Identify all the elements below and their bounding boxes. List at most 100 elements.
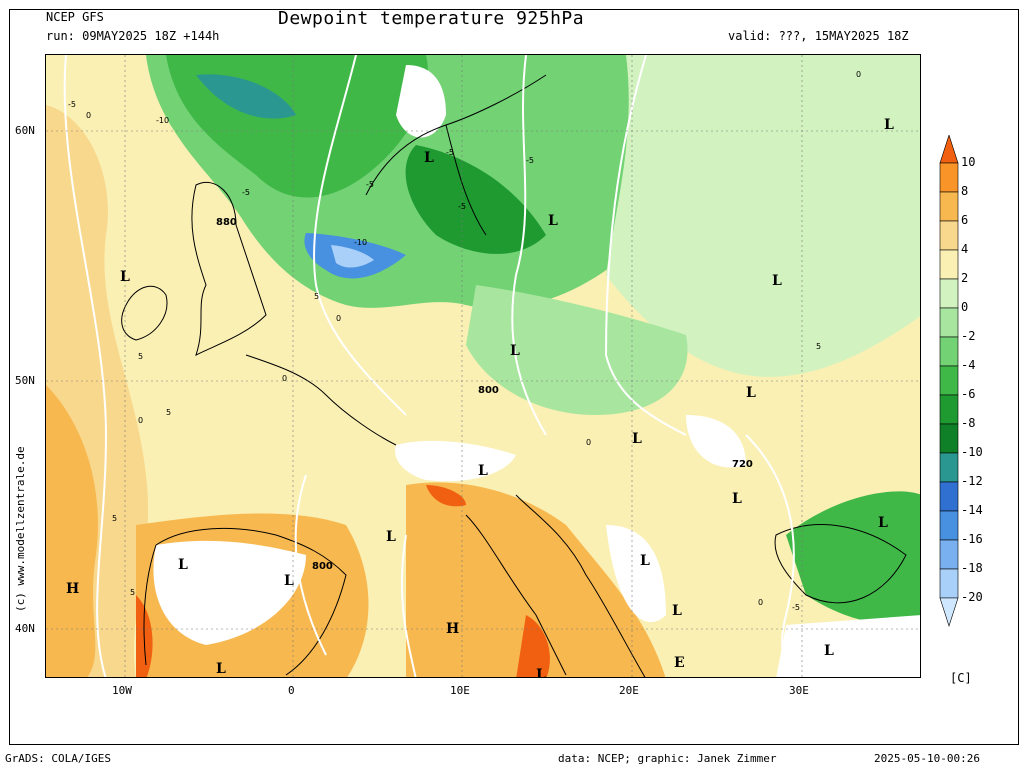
contour-value: 0 [586,438,591,447]
valid-time: valid: ???, 15MAY2025 18Z [728,29,909,43]
low-label: L [216,661,226,677]
lon-label-10w: 10W [112,684,132,697]
contour-value: 5 [816,342,821,351]
contour-south [294,474,327,656]
contour-value: -10 [354,238,367,247]
contour-value: 5 [112,514,117,523]
high-label: H [446,621,459,637]
low-label: L [424,150,434,166]
contour-east [604,55,687,436]
colorbar-unit: [C] [950,671,972,685]
contour-value-labels: -5 0 -10 -5 -5 -5 -5 -10 -5 0 5 0 5 0 5 … [68,70,861,612]
scandinavia-coast [365,74,547,236]
dewpoint-map: L L L L L L L L L L L L L L L L L L L H … [45,54,921,678]
extra-label: E [674,655,685,671]
contour-value: 0 [138,416,143,425]
colorbar-level-label: -6 [961,387,976,401]
contour-value: 5 [130,588,135,597]
low-label: L [178,557,188,573]
iberia-mask [153,540,306,645]
alps-mask [395,440,516,482]
contour-value: 5 [314,292,319,301]
colorbar-level-label: 8 [961,184,969,198]
chart-frame [9,9,1019,745]
colorbar-level-label: 2 [961,271,969,285]
colorbar-bottom-arrow [939,597,959,627]
contour-value: 0 [758,598,763,607]
colorbar-swatch [939,452,959,483]
colorbar-swatch [939,249,959,280]
height-contours [63,55,803,677]
colorbar-swatches [939,135,959,627]
lat-label-50n: 50N [15,374,35,387]
light-blue-dry-core [331,245,374,268]
low-label: L [672,603,682,619]
lat-label-40n: 40N [15,622,35,635]
alps-hot-patch [426,485,466,507]
contour-southeast [745,434,803,677]
coastlines [121,74,907,677]
colorbar-swatch [939,191,959,222]
low-label: L [824,643,834,659]
low-label: L [510,343,520,359]
colorbar-swatch [939,423,959,454]
colorbar-swatch [939,539,959,570]
colorbar-level-label: -18 [961,561,983,575]
colorbar-level-label: 4 [961,242,969,256]
contour-value: 0 [856,70,861,79]
low-label: L [732,491,742,507]
height-label: 800 [478,385,499,396]
contour-value: 0 [86,111,91,120]
ireland-coast [121,285,168,341]
italy-mediterranean-area [406,482,666,677]
balkan-mask [606,525,666,623]
colorbar-swatch [939,307,959,338]
colorbar-swatch [939,481,959,512]
high-label: H [66,581,79,597]
carpathian-mask [686,415,746,468]
low-label: L [746,385,756,401]
footer-timestamp: 2025-05-10-00:26 [874,752,980,765]
geopotential-labels: 880 800 720 800 [216,217,753,572]
contour-value: -5 [366,180,374,189]
contour-central [511,55,547,436]
colorbar-swatch [939,278,959,309]
black-sea-coast [774,524,907,604]
colorbar-swatch [939,568,959,599]
height-label: 800 [312,561,333,572]
colorbar-level-label: -2 [961,329,976,343]
colorbar-swatch [939,336,959,367]
lat-lon-grid [46,55,920,677]
contour-value: -5 [792,603,800,612]
colorbar-top-arrow [939,135,959,164]
britain-coast [191,182,267,356]
low-label: L [878,515,888,531]
colorbar-level-label: -14 [961,503,983,517]
atlantic-warm-area [46,385,98,677]
low-label: L [632,431,642,447]
contour-value: -10 [156,116,169,125]
contour-value: 5 [138,352,143,361]
colorbar-level-label: -4 [961,358,976,372]
norway-mask [396,65,446,138]
colorbar-swatch [939,510,959,541]
lon-label-0: 0 [288,684,295,697]
pressure-centers: L L L L L L L L L L L L L L L L L L L H … [66,117,894,678]
contour-value: -5 [242,188,250,197]
low-label: L [772,273,782,289]
colorbar-level-label: -8 [961,416,976,430]
lon-label-10e: 10E [450,684,470,697]
low-label: L [478,463,488,479]
low-label: L [548,213,558,229]
italy-coast [465,494,646,677]
turkey-mask [776,615,920,677]
copyright-text: (c) www.modellzentrale.de [14,446,27,612]
colorbar-level-label: -20 [961,590,983,604]
colorbar-swatch [939,220,959,251]
chart-title: Dewpoint temperature 925hPa [278,8,585,29]
low-label: L [536,667,546,678]
colorbar-swatch [939,394,959,425]
low-label: L [120,269,130,285]
height-label: 880 [216,217,237,228]
low-label: L [284,573,294,589]
